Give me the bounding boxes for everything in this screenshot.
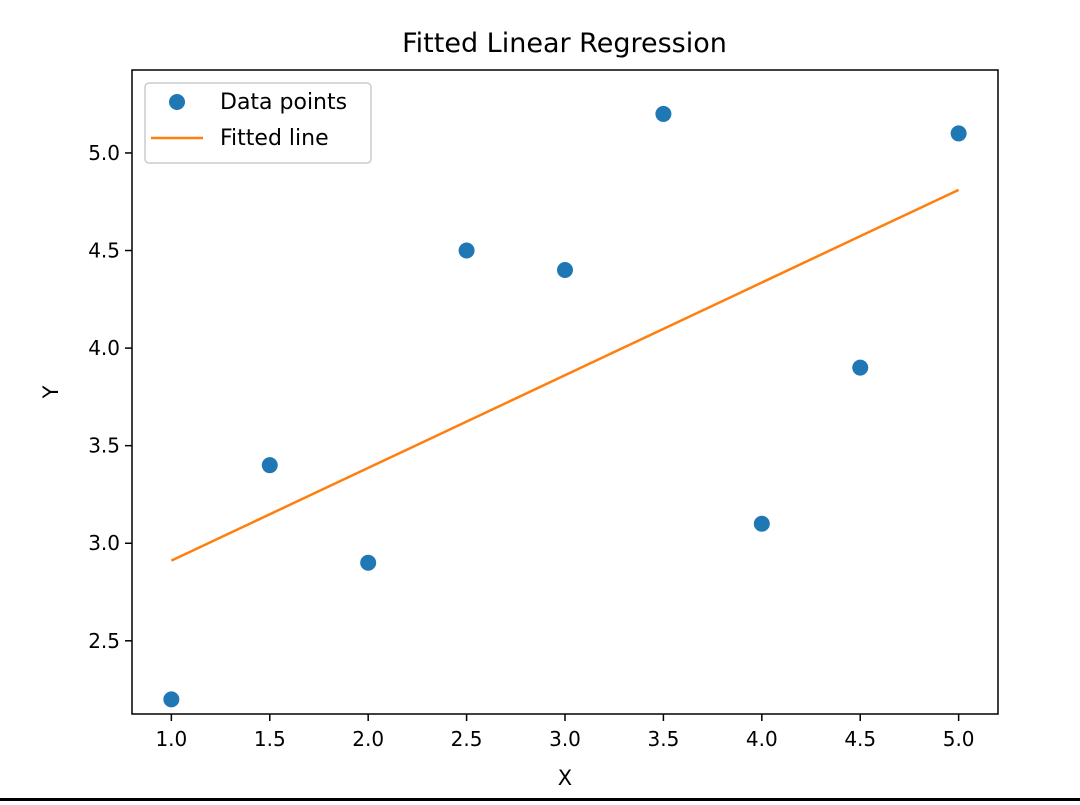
legend-marker-data-points: [169, 94, 185, 110]
fitted-line: [170, 188, 960, 562]
data-point: [950, 125, 967, 142]
data-point: [458, 242, 475, 259]
legend-box: [144, 82, 372, 164]
data-point: [655, 105, 672, 122]
plot-frame: [131, 69, 999, 715]
data-point: [360, 554, 377, 571]
data-point: [753, 515, 770, 532]
data-point: [852, 359, 869, 376]
x-tick-label: 1.5: [254, 727, 286, 751]
legend-label-fitted-line: Fitted line: [220, 126, 329, 151]
x-tick-label: 3.0: [549, 727, 581, 751]
y-axis-label: Y: [39, 385, 63, 399]
data-point: [261, 457, 278, 474]
y-tick-label: 4.0: [88, 336, 120, 360]
chart-title: Fitted Linear Regression: [402, 28, 727, 59]
y-tick-label: 5.0: [88, 141, 120, 165]
data-point: [163, 691, 180, 708]
data-point: [557, 262, 573, 279]
y-tick-label: 2.5: [88, 629, 120, 653]
x-tick-label: 2.0: [352, 727, 384, 751]
bottom-border-rule: [0, 798, 1080, 801]
x-axis-label: X: [558, 766, 572, 790]
x-tick-label: 5.0: [943, 727, 975, 751]
legend: Data points Fitted line: [144, 82, 372, 164]
x-tick-label: 2.5: [451, 727, 483, 751]
y-tick-label: 3.0: [88, 531, 120, 555]
y-tick-label: 4.5: [88, 239, 120, 263]
x-tick-label: 3.5: [648, 727, 680, 751]
y-axis: 2.5 3.0 3.5 4.0 4.5 5.0: [88, 141, 132, 653]
x-axis: 1.0 1.5 2.0 2.5 3.0 3.5 4.0 4.5 5.0: [155, 714, 975, 751]
x-tick-label: 4.5: [844, 727, 876, 751]
fitted-line-layer: [170, 188, 960, 562]
plot-area: [131, 69, 999, 715]
x-tick-label: 4.0: [746, 727, 778, 751]
y-tick-label: 3.5: [88, 434, 120, 458]
legend-label-data-points: Data points: [220, 90, 347, 115]
x-tick-label: 1.0: [155, 727, 187, 751]
data-points-layer: [163, 105, 967, 708]
